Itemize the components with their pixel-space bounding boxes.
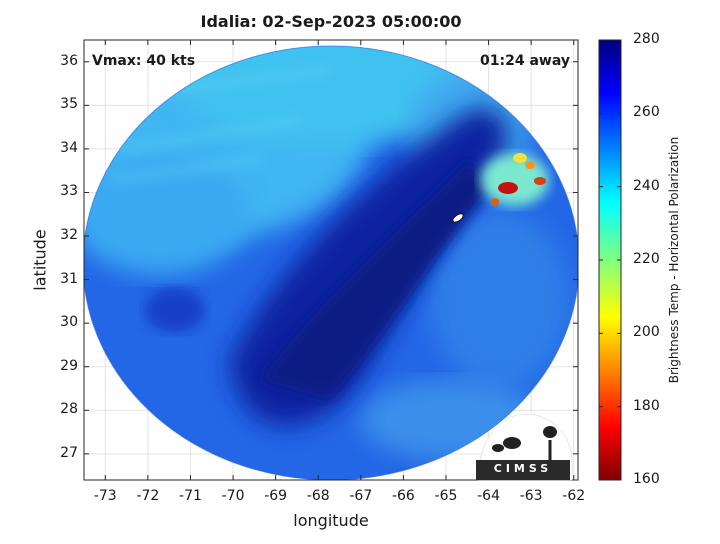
x-tick-label: -72 (136, 488, 160, 504)
y-tick-label: 27 (60, 444, 78, 461)
y-tick-label: 33 (60, 183, 78, 200)
y-tick-label: 36 (60, 52, 78, 69)
colorbar-tick-label: 180 (633, 397, 660, 414)
y-tick-label: 32 (60, 227, 78, 244)
x-tick-label: -68 (306, 488, 330, 504)
time-away-annotation: 01:24 away (480, 53, 570, 69)
logo-text: CIMSS (493, 462, 553, 475)
y-tick-label: 34 (60, 139, 78, 156)
x-tick-label: -62 (562, 488, 586, 504)
y-tick-label: 30 (60, 314, 78, 331)
colorbar-tick-marks (599, 39, 621, 481)
plot-title: Idalia: 02-Sep-2023 05:00:00 (200, 12, 462, 31)
x-axis-label: longitude (293, 511, 369, 530)
colorbar-tick-label: 200 (633, 324, 660, 341)
x-tick-label: -63 (519, 488, 543, 504)
colorbar-tick-label: 240 (633, 177, 660, 194)
x-tick-label: -64 (477, 488, 500, 504)
x-tick-label: -69 (264, 488, 288, 504)
cimss-logo (476, 413, 573, 481)
y-tick-label: 28 (60, 401, 78, 418)
axes-box (83, 39, 579, 481)
y-tick-label: 35 (60, 96, 78, 113)
colorbar-tick-label: 260 (633, 104, 660, 121)
y-tick-label: 29 (60, 357, 78, 374)
storm-center-marker (452, 213, 464, 223)
y-axis-label: latitude (30, 229, 50, 291)
x-tick-label: -70 (221, 488, 245, 504)
y-tick-label: 31 (60, 270, 78, 287)
x-tick-label: -71 (179, 488, 202, 504)
x-tick-label: -67 (349, 488, 373, 504)
x-tick-label: -66 (391, 488, 415, 504)
colorbar-tick-label: 160 (633, 471, 660, 487)
x-tick-label: -73 (93, 488, 117, 504)
colorbar-tick-label: 220 (633, 251, 660, 267)
x-tick-label: -65 (434, 488, 458, 504)
colorbar-label: Brightness Temp - Horizontal Polarizatio… (667, 136, 681, 384)
vmax-annotation: Vmax: 40 kts (92, 53, 196, 69)
colorbar-tick-label: 280 (633, 31, 660, 47)
